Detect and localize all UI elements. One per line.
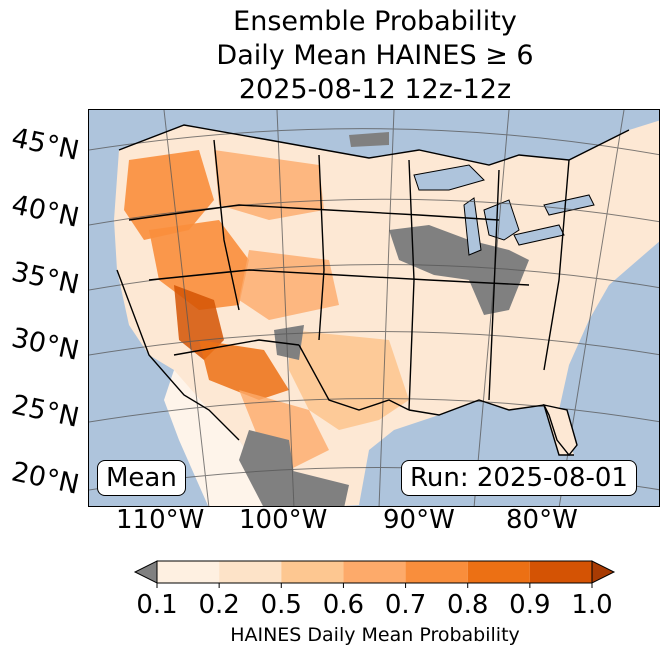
colorbar-bin (529, 561, 592, 583)
lon-label-90w: 90°W (383, 505, 455, 535)
statistic-box: Mean (97, 460, 186, 496)
map-panel: Mean Run: 2025-08-01 (88, 109, 660, 507)
colorbar-tick-label: 0.1 (136, 590, 178, 620)
colorbar-bin (343, 561, 406, 583)
great-lakes (413, 164, 595, 256)
colorbar-tick-label: 0.8 (447, 590, 489, 620)
lon-label-100w: 100°W (239, 505, 328, 535)
prob-region-southwest (174, 285, 224, 360)
colorbar-tick-label: 0.9 (509, 590, 551, 620)
colorbar-over-arrow (591, 560, 616, 584)
map-title-line-2: Daily Mean HAINES ≥ 6 (216, 40, 534, 71)
colorbar-tick-label: 0.5 (260, 590, 302, 620)
lon-label-110w: 110°W (116, 505, 205, 535)
state-borders (116, 124, 630, 456)
prob-region-texas (289, 330, 409, 430)
colorbar-tick-label: 0.6 (322, 590, 365, 620)
colorbar-under-arrow (133, 560, 158, 584)
colorbar-bin (157, 561, 220, 583)
colorbar-bin (467, 561, 530, 583)
prob-region-mexico (239, 390, 329, 470)
nodata-mexico-south (289, 470, 349, 506)
nodata-mexico-west (239, 430, 299, 506)
map-title-line-1: Ensemble Probability (233, 6, 517, 37)
conus-map (89, 110, 659, 506)
colorbar-bin (281, 561, 344, 583)
colorbar-tick-label: 0.7 (384, 590, 427, 620)
lon-label-80w: 80°W (506, 505, 578, 535)
map-title-line-3: 2025-08-12 12z-12z (238, 74, 512, 105)
florida-peninsula (542, 404, 578, 457)
colorbar-label: HAINES Daily Mean Probability (230, 624, 520, 646)
prob-region-arizona (199, 340, 289, 400)
prob-region-northern-rockies (214, 150, 324, 220)
prob-region-colorado (239, 250, 339, 320)
run-date-box: Run: 2025-08-01 (401, 460, 637, 496)
colorbar-bin (219, 561, 282, 583)
nodata-canada (349, 132, 389, 147)
colorbar-bin (405, 561, 468, 583)
colorbar-tick-label: 1.0 (571, 590, 613, 620)
colorbar-outline (156, 560, 593, 584)
colorbar-tick-label: 0.2 (198, 590, 240, 620)
